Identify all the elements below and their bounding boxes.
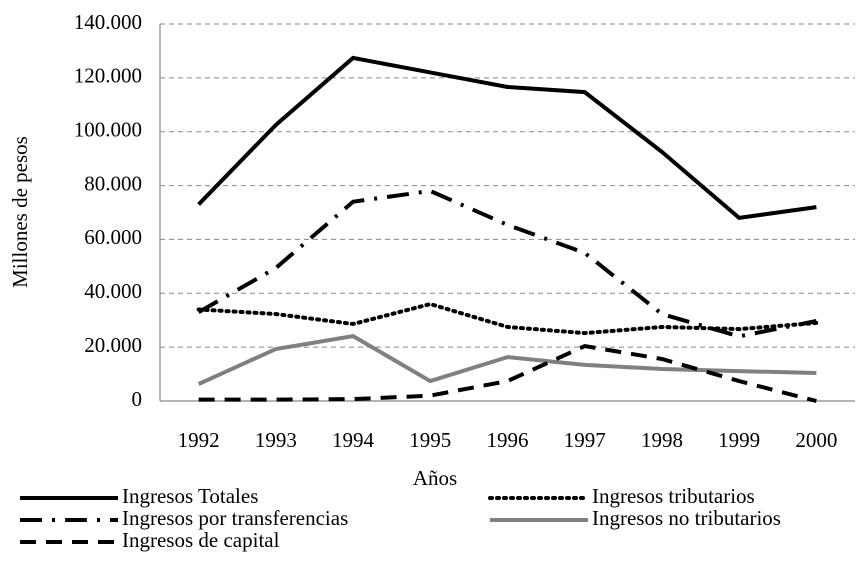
series-line	[198, 343, 817, 403]
x-tick-label: 1995	[409, 428, 451, 452]
series-line	[197, 334, 817, 386]
x-tick-label: 1997	[564, 428, 606, 452]
y-tick-label: 120.000	[74, 64, 142, 88]
x-tick-label: 1999	[718, 428, 760, 452]
legend-label: Ingresos de capital	[122, 528, 280, 552]
legend-label: Ingresos por transferencias	[122, 506, 348, 530]
x-axis-label: Años	[413, 466, 457, 490]
series-line	[197, 188, 817, 339]
y-tick-label: 140.000	[74, 10, 142, 34]
x-tick-label: 1992	[178, 428, 220, 452]
series-line	[197, 55, 817, 220]
x-tick-label: 1994	[332, 428, 375, 452]
legend-label: Ingresos tributarios	[592, 484, 755, 508]
x-tick-label: 1996	[487, 428, 529, 452]
y-axis-label: Millones de pesos	[8, 136, 32, 288]
x-tick-label: 1998	[641, 428, 683, 452]
y-tick-label: 40.000	[84, 279, 142, 303]
y-tick-label: 20.000	[84, 333, 142, 357]
x-tick-label: 2000	[795, 428, 837, 452]
legend-label: Ingresos no tributarios	[592, 506, 781, 530]
legend-label: Ingresos Totales	[122, 484, 258, 508]
x-tick-label: 1993	[255, 428, 297, 452]
y-tick-label: 100.000	[74, 118, 142, 142]
series-line	[196, 301, 819, 336]
y-tick-label: 80.000	[84, 171, 142, 195]
y-tick-label: 0	[132, 387, 143, 411]
y-tick-label: 60.000	[84, 225, 142, 249]
